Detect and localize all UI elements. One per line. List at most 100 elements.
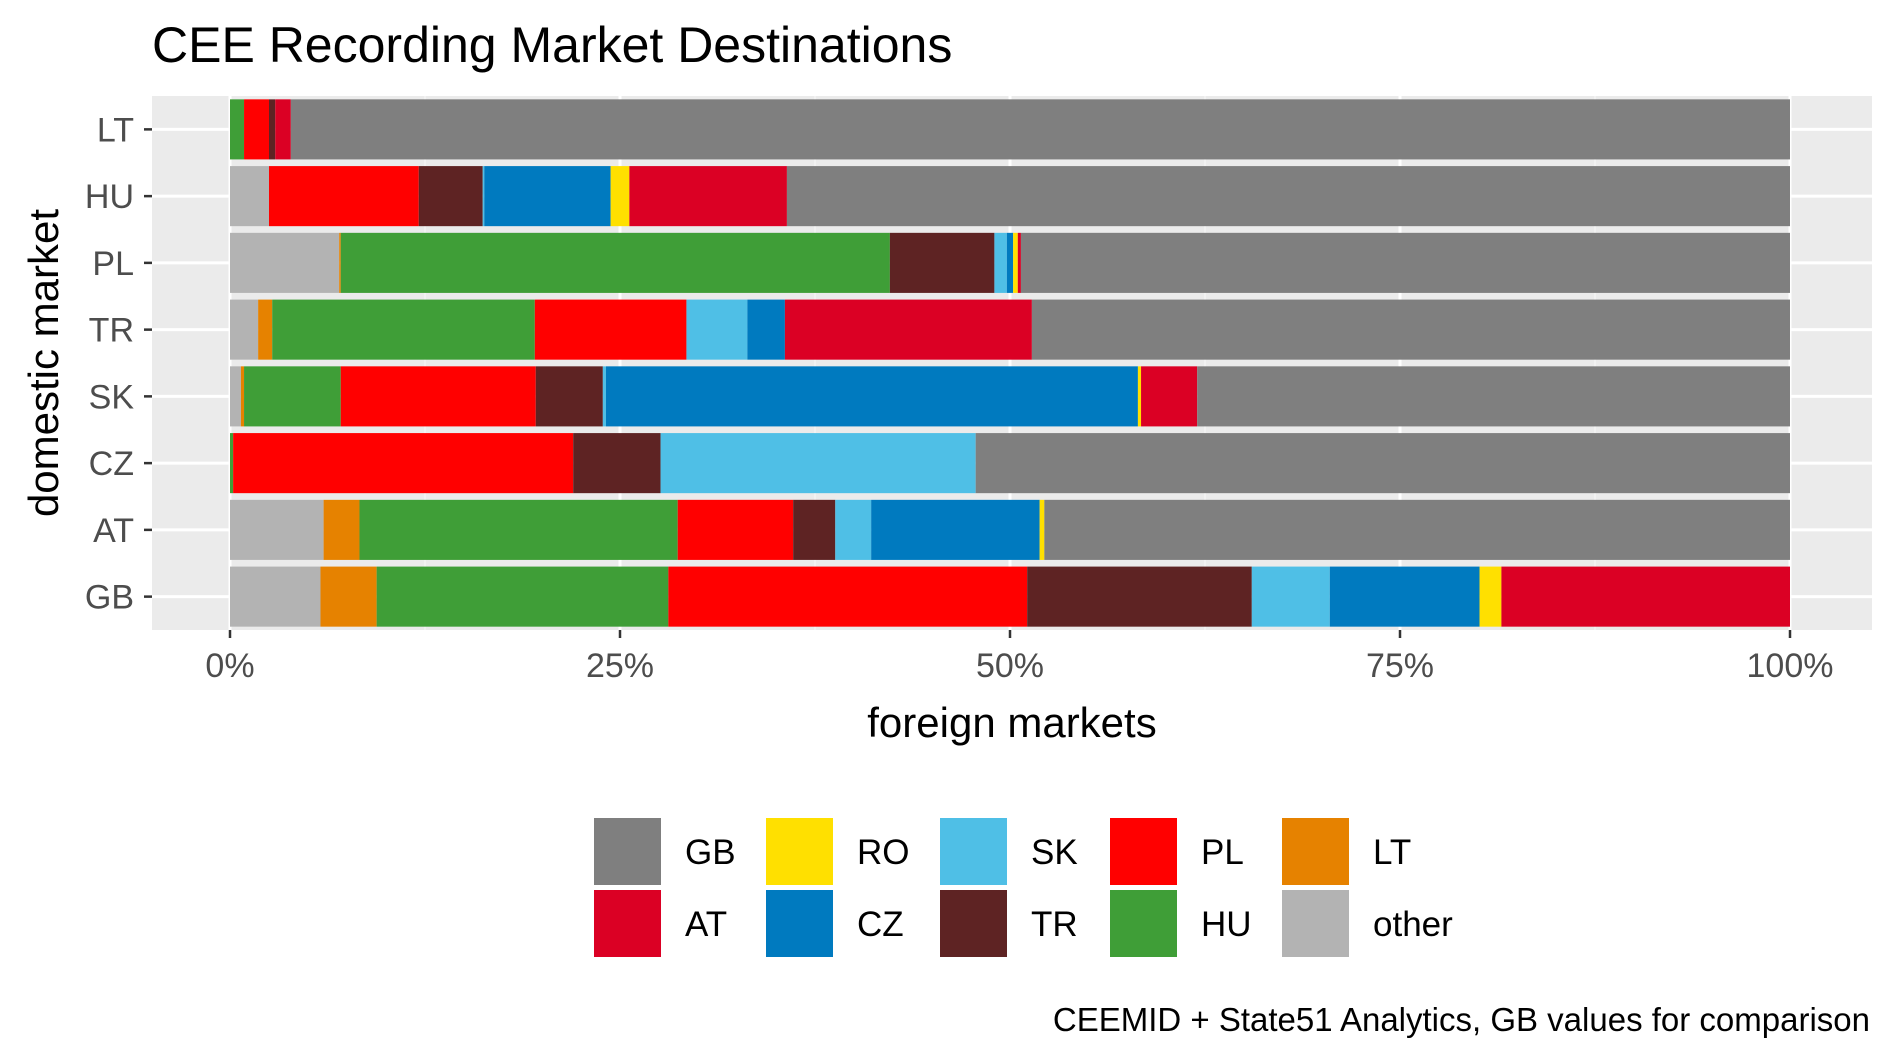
chart-title: CEE Recording Market Destinations	[152, 17, 952, 73]
legend-label-cz: CZ	[857, 905, 904, 944]
bar-segment-hu-pl	[269, 166, 419, 227]
bar-segment-at-ro	[1039, 499, 1045, 560]
bar-segment-sk-sk	[602, 366, 606, 427]
bar-segment-sk-other	[230, 366, 241, 427]
legend-label-gb: GB	[685, 833, 736, 872]
x-tick-label: 75%	[1366, 647, 1434, 685]
chart-caption: CEEMID + State51 Analytics, GB values fo…	[1053, 1001, 1870, 1038]
bar-segment-sk-hu	[244, 366, 341, 427]
bar-segment-tr-other	[230, 299, 259, 360]
legend-key-at	[594, 890, 661, 957]
bar-segment-at-tr	[793, 499, 836, 560]
legend-key-lt	[1282, 818, 1349, 885]
x-axis-title: foreign markets	[867, 699, 1156, 746]
bar-segment-lt-hu	[230, 99, 245, 160]
bar-segment-gb-other	[230, 566, 321, 627]
bar-segment-sk-tr	[535, 366, 603, 427]
bar-segment-tr-cz	[747, 299, 785, 360]
bar-segment-sk-ro	[1137, 366, 1142, 427]
x-tick-label: 100%	[1747, 647, 1834, 685]
bar-segment-lt-pl	[244, 99, 269, 160]
bar-segment-pl-tr	[889, 232, 995, 293]
bar-segment-lt-gb	[290, 99, 1791, 160]
bar-segment-sk-lt	[240, 366, 245, 427]
bar-segment-at-lt	[323, 499, 360, 560]
x-tick-label: 50%	[976, 647, 1044, 685]
y-tick-label: AT	[93, 512, 134, 550]
bar-segment-tr-pl	[534, 299, 687, 360]
y-tick-label: SK	[89, 378, 135, 416]
legend-key-tr	[940, 890, 1007, 957]
legend-label-ro: RO	[857, 833, 910, 872]
bar-segment-pl-lt	[339, 232, 341, 293]
bar-segment-gb-pl	[668, 566, 1028, 627]
bar-segment-sk-gb	[1197, 366, 1790, 427]
bar-segment-lt-at	[275, 99, 291, 160]
bar-segment-at-other	[230, 499, 324, 560]
bar-segment-cz-hu	[230, 433, 234, 494]
bar-segment-pl-sk	[994, 232, 1007, 293]
legend-label-sk: SK	[1031, 833, 1078, 872]
bar-segment-sk-at	[1141, 366, 1198, 427]
bar-segment-gb-sk	[1251, 566, 1330, 627]
y-axis-title: domestic market	[20, 209, 67, 517]
legend: GB RO SK PL LT AT CZ TR HU other	[594, 818, 1453, 957]
bar-segment-tr-sk	[686, 299, 748, 360]
bar-segment-at-sk	[835, 499, 872, 560]
legend-key-pl	[1110, 818, 1177, 885]
y-tick-label: HU	[85, 178, 134, 216]
legend-key-sk	[940, 818, 1007, 885]
legend-key-ro	[766, 818, 833, 885]
bar-segment-at-pl	[677, 499, 794, 560]
bar-segment-pl-hu	[340, 232, 890, 293]
bar-segment-at-gb	[1044, 499, 1790, 560]
bar-segment-pl-at	[1017, 232, 1021, 293]
bar-segment-tr-at	[784, 299, 1032, 360]
bar-segment-lt-tr	[269, 99, 276, 160]
bar-segment-tr-lt	[258, 299, 273, 360]
bar-segment-cz-gb	[975, 433, 1790, 494]
legend-key-other	[1282, 890, 1349, 957]
y-tick-label: CZ	[89, 445, 134, 483]
bar-segment-gb-tr	[1027, 566, 1252, 627]
bar-segment-hu-at	[629, 166, 787, 227]
bar-segment-cz-sk	[660, 433, 976, 494]
y-axis: LT HU PL TR SK CZ AT GB	[85, 111, 152, 617]
y-tick-label: GB	[85, 579, 134, 617]
x-axis: 0% 25% 50% 75% 100%	[205, 630, 1833, 685]
legend-label-other: other	[1373, 905, 1453, 944]
legend-key-hu	[1110, 890, 1177, 957]
bar-segment-gb-lt	[320, 566, 377, 627]
bar-segment-pl-other	[230, 232, 340, 293]
legend-label-lt: LT	[1373, 833, 1411, 872]
legend-label-at: AT	[685, 905, 727, 944]
y-tick-label: PL	[92, 245, 134, 283]
bar-segment-cz-tr	[573, 433, 661, 494]
bar-segment-tr-hu	[272, 299, 535, 360]
bar-segment-gb-at	[1501, 566, 1790, 627]
x-tick-label: 0%	[205, 647, 254, 685]
bar-segment-hu-cz	[484, 166, 611, 227]
legend-label-hu: HU	[1201, 905, 1252, 944]
bar-segment-hu-gb	[786, 166, 1790, 227]
legend-key-gb	[594, 818, 661, 885]
bar-segment-sk-pl	[340, 366, 536, 427]
legend-label-pl: PL	[1201, 833, 1244, 872]
legend-label-tr: TR	[1031, 905, 1078, 944]
bar-segment-pl-gb	[1020, 232, 1790, 293]
x-tick-label: 25%	[586, 647, 654, 685]
bar-segment-at-cz	[871, 499, 1040, 560]
legend-key-cz	[766, 890, 833, 957]
bar-segment-gb-hu	[376, 566, 669, 627]
bar-segment-pl-cz	[1006, 232, 1014, 293]
bar-segment-gb-cz	[1329, 566, 1480, 627]
bar-segment-gb-ro	[1479, 566, 1502, 627]
bar-segment-pl-ro	[1013, 232, 1018, 293]
bar-segment-hu-tr	[418, 166, 483, 227]
plot-area	[152, 96, 1872, 630]
bar-segment-hu-sk	[482, 166, 485, 227]
y-tick-label: LT	[97, 111, 134, 149]
bar-segment-hu-ro	[610, 166, 630, 227]
bar-segment-tr-gb	[1031, 299, 1790, 360]
